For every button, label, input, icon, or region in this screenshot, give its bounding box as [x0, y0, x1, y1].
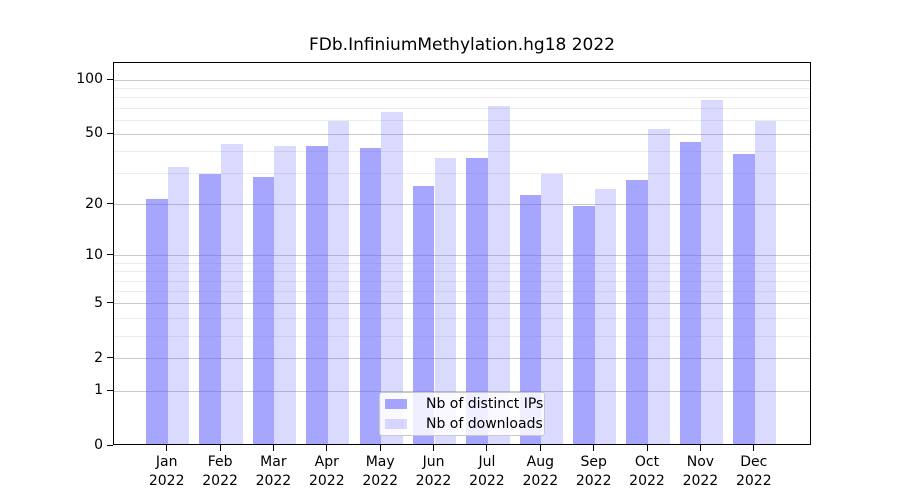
y-tick-label-50: 50 — [85, 125, 103, 142]
gridline-major — [114, 303, 810, 305]
gridline-major — [114, 79, 810, 81]
x-tick-mark — [699, 445, 701, 451]
x-tick-label-jul: Jul 2022 — [469, 454, 505, 489]
bar-downloads-jul — [487, 106, 510, 444]
bar-downloads-feb — [221, 143, 243, 444]
bar-distinct-ips-jul — [466, 157, 488, 444]
x-tick-label-jan: Jan 2022 — [148, 454, 185, 489]
gridline-major — [114, 133, 810, 135]
gridline-major — [114, 255, 810, 257]
gridline-minor — [114, 173, 810, 175]
x-tick-label-feb: Feb 2022 — [202, 454, 238, 489]
x-tick-label-nov: Nov 2022 — [682, 454, 719, 489]
y-tick-mark — [107, 132, 113, 134]
legend-label-downloads: Nb of downloads — [426, 416, 543, 432]
bar-downloads-apr — [327, 120, 350, 444]
gridline-minor — [114, 151, 810, 152]
y-tick-label-5: 5 — [94, 294, 103, 311]
y-tick-mark — [107, 302, 113, 304]
bar-distinct-ips-may — [359, 147, 382, 444]
x-tick-label-mar: Mar 2022 — [255, 454, 292, 489]
gridline-major — [114, 358, 810, 360]
y-tick-label-10: 10 — [85, 246, 103, 263]
bar-distinct-ips-apr — [306, 145, 328, 444]
plot-area — [113, 62, 811, 445]
gridline-major — [114, 390, 810, 392]
gridline-minor — [114, 119, 810, 121]
bar-distinct-ips-sep — [573, 206, 595, 444]
bar-downloads-dec — [754, 120, 777, 444]
y-tick-label-2: 2 — [94, 349, 103, 366]
gridline-minor — [114, 97, 810, 98]
x-tick-label-dec: Dec 2022 — [735, 454, 772, 489]
bar-downloads-jun — [434, 157, 457, 444]
bar-distinct-ips-aug — [519, 195, 542, 444]
bar-downloads-sep — [594, 188, 617, 444]
legend-item-downloads: Nb of downloads — [385, 414, 543, 434]
y-tick-mark — [107, 254, 113, 256]
bar-downloads-jan — [167, 166, 190, 444]
x-tick-label-apr: Apr 2022 — [308, 454, 345, 489]
legend-swatch-downloads — [385, 419, 407, 429]
bar-downloads-mar — [274, 145, 297, 444]
legend-swatch-distinct-ips — [385, 399, 407, 409]
x-tick-mark — [646, 445, 648, 451]
gridline-minor — [114, 280, 810, 282]
y-tick-mark — [107, 444, 113, 446]
x-tick-mark — [593, 445, 595, 451]
x-tick-mark — [379, 445, 381, 451]
x-tick-mark — [272, 445, 274, 451]
gridline-minor — [114, 335, 810, 337]
x-tick-label-sep: Sep 2022 — [575, 454, 612, 489]
legend-item-distinct-ips: Nb of distinct IPs — [385, 394, 543, 414]
x-tick-mark — [219, 445, 221, 451]
bar-distinct-ips-nov — [679, 142, 702, 444]
y-tick-mark — [107, 203, 113, 205]
y-tick-label-0: 0 — [94, 437, 103, 453]
x-tick-mark — [326, 445, 328, 451]
x-tick-label-oct: Oct 2022 — [629, 454, 665, 489]
y-tick-mark — [107, 78, 113, 80]
bar-downloads-nov — [701, 99, 724, 444]
x-tick-mark — [539, 445, 541, 451]
y-tick-label-20: 20 — [85, 195, 103, 212]
x-tick-label-aug: Aug 2022 — [522, 454, 559, 489]
x-tick-mark — [486, 445, 488, 451]
bar-downloads-oct — [648, 129, 670, 444]
gridline-minor — [114, 271, 810, 273]
x-tick-label-may: May 2022 — [362, 454, 398, 489]
bar-distinct-ips-jun — [412, 185, 435, 444]
legend-label-distinct-ips: Nb of distinct IPs — [426, 396, 544, 412]
bar-downloads-aug — [541, 174, 563, 444]
y-tick-mark — [107, 357, 113, 359]
x-tick-mark — [433, 445, 434, 451]
bar-downloads-may — [381, 111, 403, 444]
y-tick-mark — [107, 389, 113, 391]
x-tick-label-jun: Jun 2022 — [415, 454, 452, 489]
gridline-minor — [114, 317, 810, 319]
gridline-minor — [114, 291, 810, 293]
gridline-minor — [114, 107, 810, 109]
gridline-major — [114, 204, 810, 206]
y-tick-label-1: 1 — [94, 382, 103, 398]
legend: Nb of distinct IPs Nb of downloads — [379, 392, 545, 436]
bar-distinct-ips-dec — [733, 153, 755, 444]
gridline-minor — [114, 262, 810, 264]
x-tick-mark — [753, 445, 755, 451]
chart-title: FDb.InfiniumMethylation.hg18 2022 — [309, 35, 615, 55]
gridline-minor — [114, 87, 810, 89]
bar-distinct-ips-feb — [199, 174, 222, 444]
x-tick-mark — [166, 445, 168, 451]
bar-distinct-ips-jan — [146, 198, 168, 444]
y-tick-label-100: 100 — [76, 71, 103, 87]
bar-distinct-ips-oct — [626, 179, 648, 444]
bar-distinct-ips-mar — [252, 177, 275, 444]
